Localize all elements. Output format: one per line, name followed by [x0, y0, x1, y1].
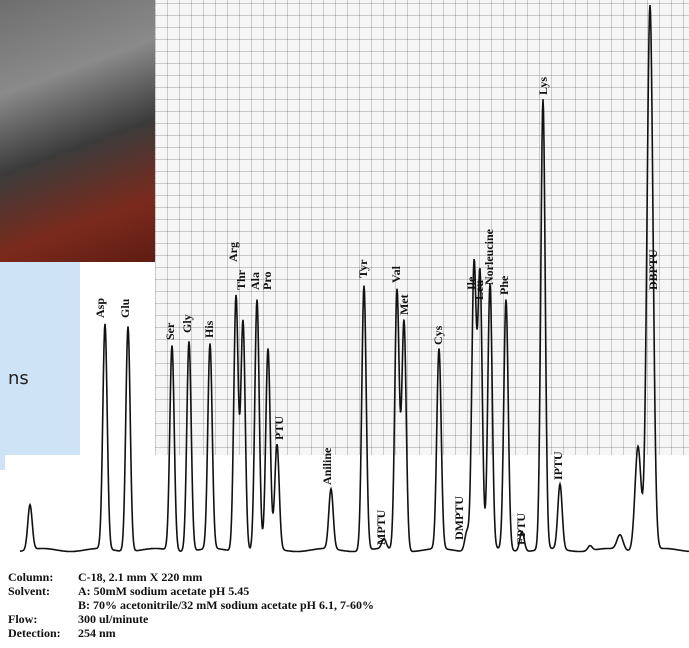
peak-label: Ala — [248, 272, 262, 290]
slide-panel — [0, 250, 80, 470]
peak-label: Phe — [497, 275, 511, 295]
condition-row: Flow: 300 ul/minute — [8, 612, 374, 626]
peak-label: Norleucine — [482, 228, 496, 285]
peak-label: MPTU — [374, 509, 388, 545]
condition-text: A: 50mM sodium acetate pH 5.45 — [78, 584, 250, 598]
condition-row: Solvent: A: 50mM sodium acetate pH 5.45 — [8, 584, 374, 598]
peak-label: DBPTU — [646, 249, 660, 290]
peak-label: IPTU — [551, 451, 565, 480]
trace — [19, 4, 689, 553]
peak-label: Cys — [431, 325, 445, 345]
peak-label: His — [202, 320, 216, 338]
condition-text: C-18, 2.1 mm X 220 mm — [78, 570, 203, 584]
peak-label: Ile — [464, 276, 478, 290]
peak-label: DMPTU — [452, 496, 466, 540]
condition-label: Column: — [8, 570, 54, 584]
peak-label: Pro — [260, 272, 274, 290]
peak-label: Thr — [234, 269, 248, 290]
condition-label — [8, 598, 78, 612]
condition-label: Flow: — [8, 612, 38, 626]
side-text: ns — [8, 368, 29, 389]
peak-label: Leu — [472, 280, 486, 300]
condition-text: 300 ul/minute — [78, 612, 149, 626]
peak-label: Arg — [226, 242, 240, 262]
peak-label: PTU — [272, 416, 286, 440]
peak-label: Met — [397, 294, 411, 315]
condition-row: Detection: 254 nm — [8, 626, 374, 640]
condition-text: B: 70% acetonitrile/32 mM sodium acetate… — [78, 598, 374, 612]
peak-label: Glu — [118, 298, 132, 318]
peak-label: EPTU — [514, 513, 528, 545]
condition-row: B: 70% acetonitrile/32 mM sodium acetate… — [8, 598, 374, 612]
condition-row: Column: C-18, 2.1 mm X 220 mm — [8, 570, 374, 584]
instrument-photo — [0, 0, 155, 262]
peak-label: Val — [389, 265, 403, 283]
condition-text: 254 nm — [78, 626, 116, 640]
peak-label: Tyr — [356, 259, 370, 278]
conditions: Column: C-18, 2.1 mm X 220 mm Solvent: A: 5… — [8, 570, 374, 640]
condition-label: Solvent: — [8, 584, 50, 598]
peak-label: Asp — [93, 298, 107, 318]
peak-label: Lys — [536, 77, 550, 95]
peak-label: Aniline — [320, 447, 334, 485]
condition-label: Detection: — [8, 626, 61, 640]
peak-label: Gly — [180, 314, 194, 333]
peak-label: Ser — [163, 322, 177, 340]
